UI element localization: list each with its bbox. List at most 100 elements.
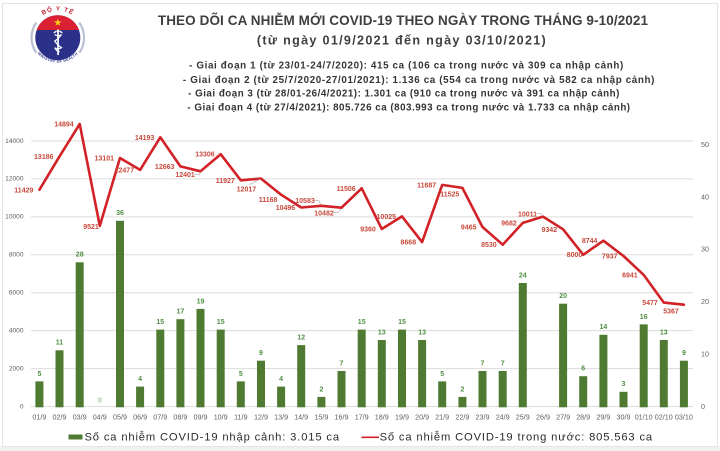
svg-text:12477: 12477: [115, 167, 135, 174]
svg-text:20: 20: [701, 297, 709, 306]
svg-text:20: 20: [559, 293, 567, 300]
svg-text:9360: 9360: [360, 227, 376, 234]
svg-text:02/10: 02/10: [655, 413, 673, 422]
svg-text:11506: 11506: [337, 186, 356, 193]
svg-text:BỘ Y TẾ: BỘ Y TẾ: [41, 5, 76, 17]
svg-text:36: 36: [116, 210, 124, 217]
svg-text:2000: 2000: [9, 365, 24, 372]
svg-text:7937: 7937: [602, 254, 618, 261]
svg-text:24: 24: [519, 272, 527, 279]
svg-text:2: 2: [460, 386, 464, 393]
svg-text:(từ ngày 01/9/2021 đến ngày 03: (từ ngày 01/9/2021 đến ngày 03/10/2021): [257, 34, 547, 48]
svg-text:28/9: 28/9: [576, 413, 590, 422]
svg-text:8530: 8530: [481, 242, 497, 249]
svg-text:14894: 14894: [54, 122, 74, 129]
svg-text:19/9: 19/9: [395, 413, 409, 422]
svg-text:9521: 9521: [83, 224, 99, 231]
svg-text:26/9: 26/9: [536, 413, 550, 422]
svg-text:27/9: 27/9: [556, 413, 570, 422]
svg-text:THEO DÕI CA NHIỄM MỚI COVID-19: THEO DÕI CA NHIỄM MỚI COVID-19 THEO NGÀY…: [158, 13, 649, 28]
svg-text:- Giai đoạn 3 (từ 28/01-26/4/2: - Giai đoạn 3 (từ 28/01-26/4/2021): 1.30…: [188, 88, 620, 99]
svg-text:9465: 9465: [461, 225, 477, 232]
svg-text:12000: 12000: [5, 176, 24, 183]
svg-text:10025: 10025: [377, 214, 397, 221]
svg-text:10: 10: [701, 350, 709, 359]
svg-text:40: 40: [701, 192, 709, 201]
svg-text:30/9: 30/9: [617, 413, 631, 422]
svg-text:- Giai đoạn 1 (từ 23/01-24/7/2: - Giai đoạn 1 (từ 23/01-24/7/2020): 415 …: [189, 61, 624, 72]
svg-text:01/10: 01/10: [635, 413, 653, 422]
svg-text:12663: 12663: [155, 164, 175, 171]
svg-text:7: 7: [481, 360, 485, 367]
svg-text:23/9: 23/9: [476, 413, 490, 422]
svg-text:17: 17: [177, 309, 185, 316]
svg-text:20/9: 20/9: [415, 413, 429, 422]
svg-text:04/9: 04/9: [93, 413, 107, 422]
svg-text:12017: 12017: [237, 187, 257, 194]
svg-text:08/9: 08/9: [173, 413, 187, 422]
svg-text:11525: 11525: [440, 192, 459, 199]
svg-text:6: 6: [581, 366, 585, 373]
svg-text:9: 9: [259, 350, 263, 357]
svg-text:5: 5: [37, 371, 41, 378]
svg-text:5367: 5367: [663, 308, 679, 315]
svg-text:12401: 12401: [175, 172, 195, 179]
svg-text:9682: 9682: [501, 220, 517, 227]
svg-text:10583: 10583: [295, 198, 315, 205]
svg-text:16/9: 16/9: [335, 413, 349, 422]
svg-text:09/9: 09/9: [194, 413, 208, 422]
svg-text:10000: 10000: [5, 214, 24, 221]
svg-text:4: 4: [138, 376, 142, 383]
svg-text:9: 9: [682, 350, 686, 357]
svg-text:03/9: 03/9: [73, 413, 87, 422]
svg-text:14/9: 14/9: [294, 413, 308, 422]
svg-text:15: 15: [358, 319, 366, 326]
svg-text:14000: 14000: [5, 138, 24, 145]
svg-text:9342: 9342: [542, 227, 558, 234]
svg-text:15: 15: [217, 319, 225, 326]
svg-text:10482: 10482: [314, 211, 334, 218]
svg-text:30: 30: [701, 245, 709, 254]
svg-text:29/9: 29/9: [596, 413, 610, 422]
svg-text:0: 0: [98, 398, 102, 405]
svg-text:- Giai đoạn 2 (từ 25/7/2020-27: - Giai đoạn 2 (từ 25/7/2020-27/01/2021):…: [183, 75, 655, 86]
svg-text:18/9: 18/9: [375, 413, 389, 422]
svg-text:0: 0: [701, 402, 705, 411]
svg-text:13186: 13186: [34, 154, 54, 161]
svg-text:8668: 8668: [401, 240, 417, 247]
svg-text:15: 15: [156, 319, 164, 326]
svg-text:5: 5: [239, 371, 243, 378]
svg-text:25/9: 25/9: [516, 413, 530, 422]
svg-text:13: 13: [660, 329, 668, 336]
svg-text:02/9: 02/9: [53, 413, 67, 422]
svg-text:11: 11: [56, 340, 64, 347]
svg-text:16: 16: [640, 314, 648, 321]
svg-text:7: 7: [501, 360, 505, 367]
svg-text:13: 13: [378, 329, 386, 336]
svg-text:4000: 4000: [9, 327, 24, 334]
svg-text:07/9: 07/9: [153, 413, 167, 422]
svg-text:6941: 6941: [622, 272, 638, 279]
svg-text:7: 7: [340, 360, 344, 367]
svg-text:- Giai đoạn 4 (từ 27/4/2021):: - Giai đoạn 4 (từ 27/4/2021): 805.726 ca…: [187, 103, 630, 114]
svg-text:06/9: 06/9: [133, 413, 147, 422]
svg-text:14193: 14193: [135, 135, 155, 142]
svg-text:11429: 11429: [14, 187, 33, 194]
svg-text:11/9: 11/9: [234, 413, 247, 422]
svg-text:12/9: 12/9: [254, 413, 268, 422]
svg-text:2: 2: [319, 386, 323, 393]
svg-text:12: 12: [297, 335, 305, 342]
svg-text:10496: 10496: [276, 205, 296, 212]
svg-text:14: 14: [600, 324, 608, 331]
svg-text:4: 4: [279, 376, 283, 383]
svg-text:15/9: 15/9: [314, 413, 328, 422]
svg-text:10011: 10011: [518, 211, 537, 218]
svg-text:21/9: 21/9: [435, 413, 449, 422]
svg-text:6000: 6000: [9, 290, 24, 297]
svg-text:13/9: 13/9: [274, 413, 288, 422]
svg-text:11168: 11168: [259, 197, 278, 204]
svg-text:13101: 13101: [95, 156, 115, 163]
svg-text:5: 5: [440, 371, 444, 378]
svg-text:Số ca nhiễm COVID-19 trong nướ: Số ca nhiễm COVID-19 trong nước: 805.563…: [380, 430, 653, 443]
svg-text:8000: 8000: [9, 252, 24, 259]
